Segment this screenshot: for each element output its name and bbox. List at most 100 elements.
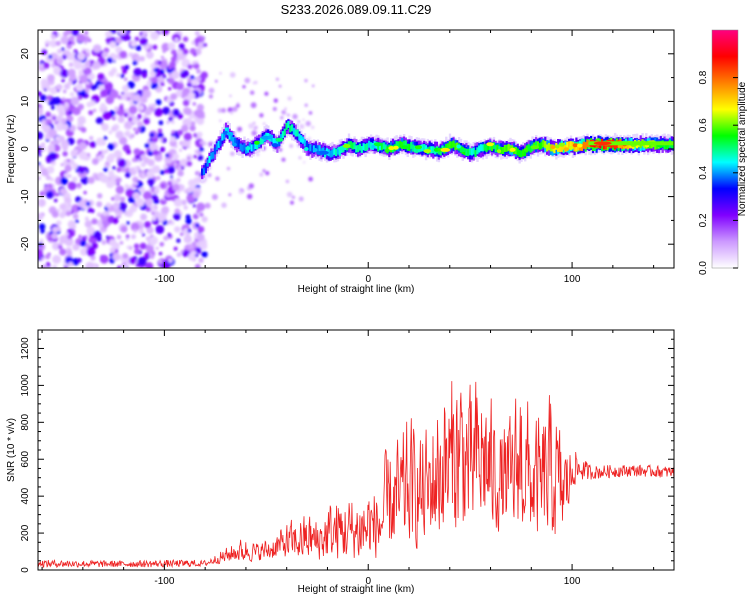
noise-blob xyxy=(126,96,131,101)
noise-blob xyxy=(145,198,153,207)
signal-peak xyxy=(385,148,389,153)
noise-blob xyxy=(72,176,78,182)
noise-blob xyxy=(72,213,79,220)
noise-blob xyxy=(170,178,175,183)
signal-cell xyxy=(489,142,492,150)
noise-blob xyxy=(194,263,201,268)
signal-peak xyxy=(440,147,451,152)
signal-cell xyxy=(487,143,490,151)
signal-cell xyxy=(349,141,352,149)
noise-blob xyxy=(108,130,113,135)
noise-blob xyxy=(41,123,47,130)
signal-cell xyxy=(245,146,248,154)
noise-blob xyxy=(89,100,96,106)
noise-blob xyxy=(193,177,201,185)
signal-cell xyxy=(580,143,583,151)
noise-blob xyxy=(251,130,257,136)
signal-peak xyxy=(373,142,383,147)
noise-blob xyxy=(52,226,59,233)
noise-blob xyxy=(146,80,152,87)
signal-cell xyxy=(329,150,332,158)
noise-blob xyxy=(66,159,71,163)
noise-blob xyxy=(201,216,208,223)
noise-blob xyxy=(182,36,189,42)
noise-blob xyxy=(151,76,158,84)
noise-blob xyxy=(290,200,294,205)
noise-blob xyxy=(140,161,146,168)
colorbar-gradient xyxy=(712,30,738,268)
signal-cell xyxy=(483,143,486,151)
noise-blob xyxy=(52,264,58,268)
noise-blob xyxy=(145,236,151,242)
noise-blob xyxy=(141,72,148,79)
noise-blob xyxy=(285,179,290,184)
noise-blob xyxy=(125,234,130,239)
signal-cell xyxy=(535,141,538,149)
noise-blob xyxy=(66,83,70,87)
noise-blob xyxy=(118,202,127,211)
noise-blob xyxy=(161,30,170,36)
signal-cell xyxy=(505,144,508,152)
noise-blob xyxy=(129,257,137,265)
noise-blob xyxy=(128,41,132,45)
noise-blob xyxy=(61,97,66,101)
signal-cell xyxy=(357,145,360,153)
noise-blob xyxy=(50,34,57,40)
noise-blob xyxy=(52,242,60,251)
noise-blob xyxy=(136,127,141,132)
noise-blob xyxy=(117,116,125,123)
noise-blob xyxy=(194,30,200,36)
noise-blob xyxy=(176,90,181,95)
noise-blob xyxy=(256,153,260,156)
noise-blob xyxy=(152,165,161,174)
noise-blob xyxy=(119,50,128,59)
noise-blob xyxy=(196,210,200,214)
signal-cell xyxy=(362,143,365,151)
noise-blob xyxy=(65,30,73,35)
ytick-label: 0 xyxy=(20,146,31,152)
noise-blob xyxy=(265,171,270,176)
signal-cell xyxy=(602,142,606,150)
noise-blob xyxy=(144,107,152,116)
noise-blob xyxy=(149,254,155,260)
noise-blob xyxy=(133,228,138,233)
noise-blob xyxy=(304,79,308,83)
noise-blob xyxy=(187,81,193,88)
signal-cell xyxy=(468,147,472,155)
signal-cell xyxy=(291,124,294,132)
signal-peak xyxy=(559,142,565,147)
noise-blob xyxy=(248,183,254,189)
noise-blob xyxy=(85,201,91,207)
noise-blob xyxy=(170,120,175,124)
noise-blob xyxy=(43,78,47,82)
noise-blob xyxy=(84,220,93,228)
noise-blob xyxy=(49,86,58,95)
noise-blob xyxy=(98,151,102,155)
noise-blob xyxy=(102,211,108,216)
ytick-label: 0 xyxy=(20,567,31,573)
noise-blob xyxy=(153,149,159,156)
signal-cell xyxy=(397,141,400,149)
noise-blob xyxy=(198,257,204,263)
signal-peak xyxy=(388,146,395,151)
noise-blob xyxy=(182,99,190,107)
noise-blob xyxy=(55,193,59,197)
noise-blob xyxy=(96,117,104,125)
noise-blob xyxy=(101,123,109,131)
signal-peak xyxy=(304,147,309,151)
noise-blob xyxy=(215,176,220,181)
noise-blob xyxy=(125,123,130,127)
noise-blob xyxy=(139,224,144,229)
signal-cell xyxy=(472,147,475,155)
noise-blob xyxy=(96,201,103,208)
signal-cell xyxy=(206,159,209,167)
signal-cell xyxy=(287,120,290,128)
colorbar-frame xyxy=(711,29,739,269)
noise-blob xyxy=(116,167,122,173)
noise-blob xyxy=(60,139,69,149)
noise-blob xyxy=(111,125,118,132)
noise-blob xyxy=(159,69,165,75)
noise-blob xyxy=(113,193,122,202)
signal-cell xyxy=(254,142,257,150)
noise-blob xyxy=(168,258,173,264)
